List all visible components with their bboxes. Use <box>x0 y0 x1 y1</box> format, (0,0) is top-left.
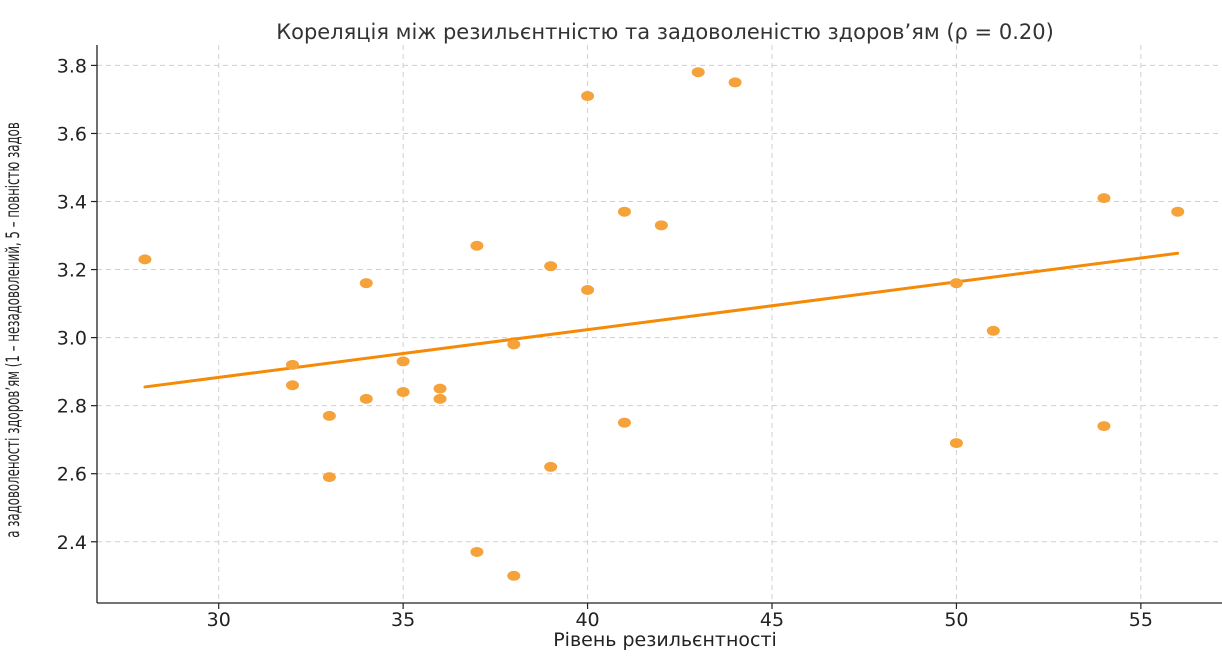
data-point <box>617 206 631 217</box>
x-tick-label: 50 <box>944 609 968 631</box>
data-point <box>507 570 521 581</box>
x-tick-label: 40 <box>575 609 599 631</box>
data-point <box>617 417 631 428</box>
x-tick-label: 45 <box>760 609 784 631</box>
chart-title: Кореляція між резильєнтністю та задоволе… <box>276 20 1054 44</box>
y-tick-label: 2.4 <box>57 532 87 554</box>
data-point <box>544 261 558 272</box>
data-point <box>396 387 410 398</box>
data-point <box>654 220 668 231</box>
data-point <box>359 393 373 404</box>
x-axis-label: Рівень резильєнтності <box>553 629 777 651</box>
y-tick-label: 3.4 <box>57 192 87 214</box>
data-point <box>433 393 447 404</box>
data-point <box>285 380 299 391</box>
x-tick-label: 35 <box>391 609 415 631</box>
x-tick-label: 30 <box>207 609 231 631</box>
data-point <box>138 254 152 265</box>
data-point <box>470 240 484 251</box>
data-point <box>322 410 336 421</box>
data-point <box>359 278 373 289</box>
data-point <box>544 461 558 472</box>
y-tick-label: 3.6 <box>57 123 87 145</box>
ticks: 30 35 40 45 50 55 2.4 2.6 2.8 3.0 3.2 3.4 3.6 3.8 <box>57 55 1153 631</box>
data-point <box>581 284 595 295</box>
y-tick-label: 3.0 <box>57 328 87 350</box>
points-layer <box>138 67 1185 581</box>
axes <box>96 45 1222 604</box>
y-tick-label: 2.6 <box>57 464 87 486</box>
data-point <box>1097 421 1111 432</box>
x-tick-label: 55 <box>1129 609 1153 631</box>
trend-line-layer <box>143 251 1180 389</box>
grid <box>97 45 1222 603</box>
y-axis-label: а задоволеності здоров’ям (1 – незадовол… <box>1 122 24 538</box>
y-tick-label: 2.8 <box>57 396 87 418</box>
data-point <box>322 472 336 483</box>
data-point <box>1171 206 1185 217</box>
y-tick-label: 3.8 <box>57 55 87 77</box>
data-point <box>433 383 447 394</box>
data-point <box>728 77 742 88</box>
data-point <box>470 546 484 557</box>
trend-line <box>143 251 1180 389</box>
y-tick-label: 3.2 <box>57 260 87 282</box>
data-point <box>1097 193 1111 204</box>
data-point <box>986 325 1000 336</box>
data-point <box>581 91 595 102</box>
data-point <box>949 438 963 449</box>
data-point <box>396 356 410 367</box>
data-point <box>285 359 299 370</box>
data-point <box>949 278 963 289</box>
data-point <box>691 67 705 78</box>
data-point <box>507 339 521 350</box>
